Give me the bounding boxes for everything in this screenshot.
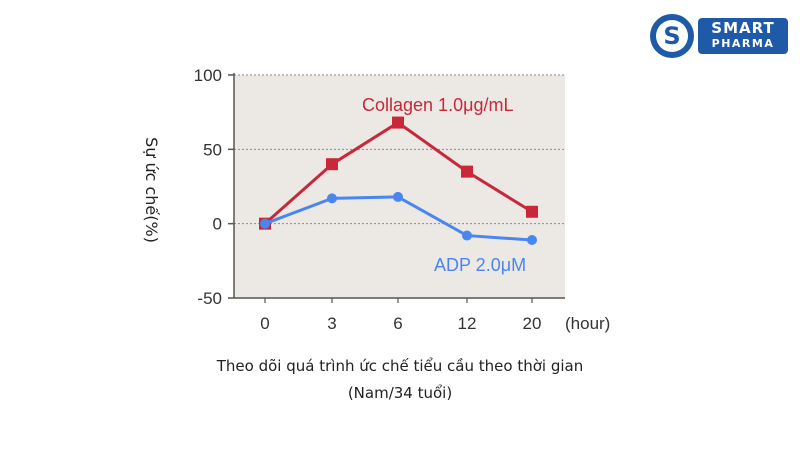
x-tick-labels: 0 3 6 12 20 [260,314,541,333]
y-tick-label: 50 [203,140,222,159]
y-tick-labels: -50 0 50 100 [194,66,222,308]
data-point [327,193,337,204]
series-labels: Collagen 1.0μg/mL ADP 2.0μM [362,95,526,275]
series-label-1: ADP 2.0μM [434,255,526,275]
x-unit-label: (hour) [565,314,610,333]
grid-lines [234,74,565,225]
chart-caption-subtitle: (Nam/34 tuổi) [347,384,453,402]
logo-emblem-icon: S [650,14,694,58]
data-point [326,158,338,171]
logo-text-smart: SMART [711,19,775,37]
plot-background [234,75,565,298]
data-point [527,235,537,246]
y-axis-label: Sự ức chế(%) [142,137,161,243]
logo-wordmark: SMART PHARMA [698,18,788,54]
x-tick-label: 3 [327,314,336,333]
series-layer [259,116,538,246]
y-tick-label: -50 [197,289,222,308]
data-point [462,230,472,241]
data-point [526,205,538,218]
chart-caption: Theo dõi quá trình ức chế tiểu cầu theo … [216,357,584,375]
x-tick-label: 0 [260,314,269,333]
smart-pharma-logo: S SMART PHARMA [650,14,790,58]
series-label-0: Collagen 1.0μg/mL [362,95,513,115]
x-tick-label: 6 [393,314,402,333]
axes [228,73,565,303]
logo-text-pharma: PHARMA [711,37,775,50]
data-point [392,116,404,129]
y-tick-label: 0 [213,215,222,234]
x-tick-label: 20 [523,314,542,333]
data-point [260,218,270,229]
data-point [393,191,403,202]
x-tick-label: 12 [458,314,477,333]
y-tick-label: 100 [194,66,222,85]
data-point [461,165,473,178]
